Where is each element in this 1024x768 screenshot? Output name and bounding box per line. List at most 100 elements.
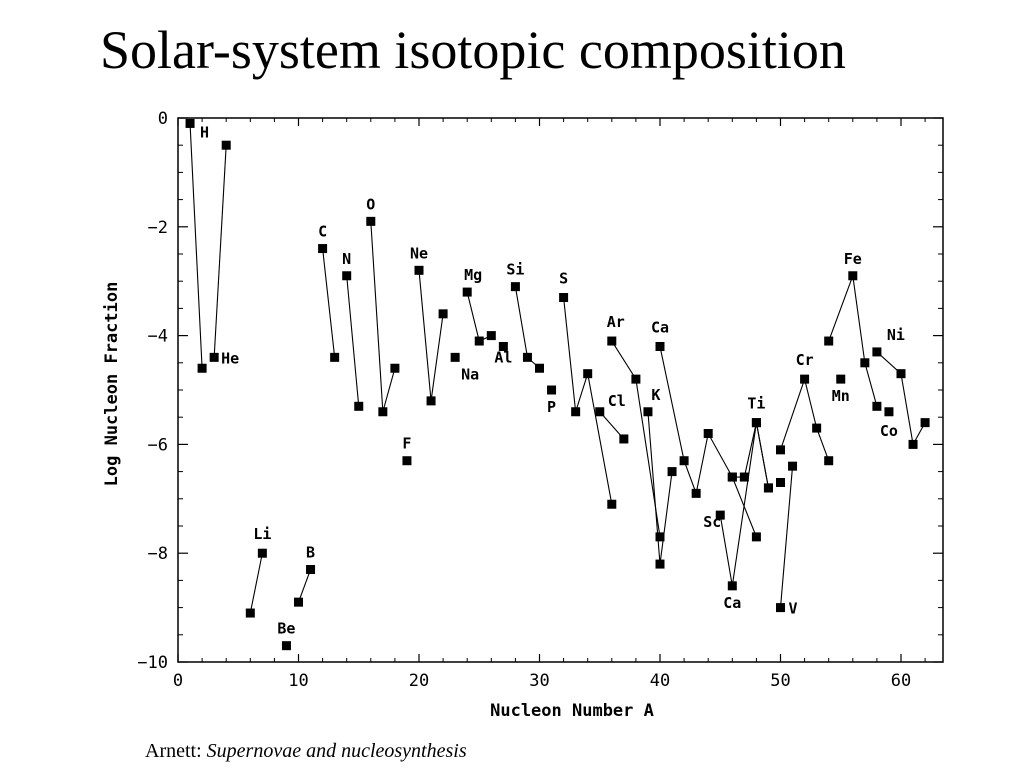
data-point (354, 401, 364, 411)
data-point (824, 456, 834, 466)
data-point (776, 477, 785, 487)
data-point (281, 641, 291, 651)
series-line (346, 275, 360, 407)
data-point (848, 271, 858, 281)
data-point (679, 456, 689, 466)
data-point (607, 499, 617, 509)
element-label: Be (277, 620, 295, 638)
x-tick-label: 20 (409, 671, 429, 691)
data-point (378, 407, 388, 417)
element-label: K (651, 386, 660, 404)
data-point (607, 336, 617, 346)
data-point (631, 374, 641, 384)
element-label: S (559, 270, 568, 288)
data-point (330, 352, 340, 362)
source-caption: Arnett: Supernovae and nucleosynthesis (145, 740, 467, 763)
data-point (318, 244, 328, 254)
element-label: Sc (703, 513, 721, 531)
element-label: F (402, 435, 411, 453)
element-label: Si (506, 261, 524, 279)
series-line (876, 351, 926, 447)
data-point (727, 472, 737, 482)
series-line (213, 145, 227, 358)
element-label: Al (494, 348, 512, 366)
data-point (884, 407, 894, 417)
data-point (498, 341, 508, 351)
element-label: Cr (796, 351, 814, 369)
y-tick-label: −8 (148, 544, 168, 564)
data-point (619, 434, 629, 444)
data-point (908, 439, 918, 449)
data-point (751, 418, 761, 428)
y-tick-label: −4 (148, 327, 168, 347)
element-label: Mg (464, 266, 482, 284)
data-point (390, 363, 400, 373)
series-line (322, 248, 336, 358)
data-point (571, 407, 581, 417)
series-line (828, 275, 878, 407)
data-point (450, 352, 460, 362)
series-line (732, 422, 769, 489)
element-label: Na (461, 365, 479, 383)
element-label: N (342, 250, 351, 268)
data-point (595, 407, 605, 417)
series-line (297, 569, 312, 603)
element-label: Ni (887, 326, 905, 344)
series-line (249, 553, 263, 614)
data-point (342, 271, 352, 281)
data-point (788, 461, 798, 471)
data-point (438, 309, 448, 319)
data-point (655, 532, 665, 542)
element-label: C (318, 223, 327, 241)
data-point (836, 374, 846, 384)
element-label: Co (880, 422, 898, 440)
data-point (294, 597, 303, 607)
x-tick-label: 50 (770, 671, 790, 691)
data-point (245, 608, 255, 618)
data-point (824, 336, 834, 346)
y-tick-label: 0 (158, 109, 168, 129)
data-point (583, 369, 593, 379)
series-lines (189, 123, 926, 614)
data-point (522, 352, 532, 362)
element-label: Ca (723, 594, 741, 612)
data-point (462, 287, 472, 297)
element-label: B (306, 544, 315, 562)
data-point (366, 216, 376, 226)
data-point (691, 488, 701, 498)
data-point (643, 407, 653, 417)
y-tick-label: −10 (137, 653, 168, 673)
series-line (611, 340, 661, 537)
data-point (306, 565, 316, 575)
data-point (402, 456, 412, 466)
element-label: He (221, 349, 239, 367)
data-point (715, 510, 725, 520)
caption-title: Supernovae and nucleosynthesis (206, 740, 467, 762)
data-point (727, 581, 737, 591)
data-point (872, 401, 882, 411)
data-point (703, 429, 713, 439)
y-axis-ticks: 0 −2 −4 −6 −8 −10 (137, 109, 943, 673)
element-label: Li (253, 525, 271, 543)
data-point (486, 331, 496, 341)
data-point (763, 483, 773, 493)
data-point (896, 369, 906, 379)
x-tick-label: 10 (288, 671, 308, 691)
series-line (779, 377, 830, 461)
data-point (751, 532, 761, 542)
y-axis-label: Log Nucleon Fraction (102, 282, 122, 487)
x-tick-label: 0 (173, 671, 183, 691)
element-labels: H He Li Be B CN O F Ne Na Mg Al Si P S Cl Ar K Ca Sc Ca Ti V Cr… (200, 123, 905, 637)
data-point (920, 418, 930, 428)
slide-title: Solar-system isotopic composition (100, 20, 846, 80)
element-label: Ca (651, 318, 669, 336)
x-axis-ticks: 0 10 20 30 40 50 60 (173, 118, 926, 691)
element-label: V (789, 600, 798, 618)
x-tick-label: 60 (891, 671, 911, 691)
data-point (510, 282, 520, 292)
data-point (776, 603, 785, 613)
y-tick-label: −6 (148, 435, 168, 455)
series-line (370, 221, 396, 412)
data-point (739, 472, 749, 482)
series-line (563, 297, 613, 505)
